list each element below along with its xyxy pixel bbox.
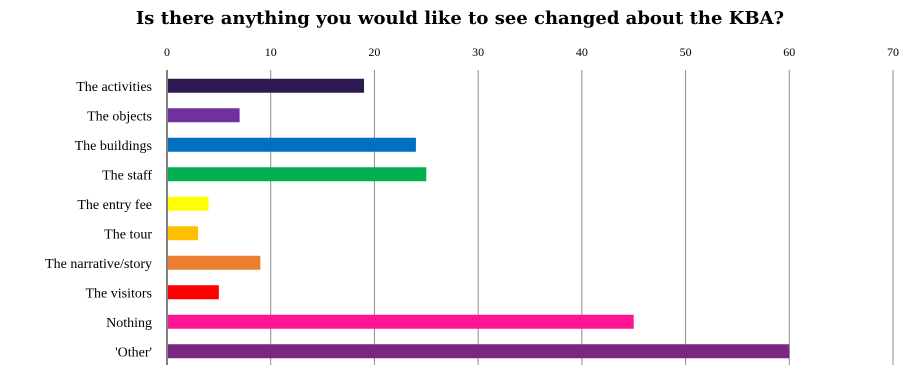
bar: [168, 108, 240, 123]
x-tick-label: 30: [472, 45, 484, 59]
x-tick-label: 60: [783, 45, 795, 59]
bar: [168, 167, 427, 182]
category-labels: The activities The objects The buildings Th…: [45, 80, 152, 361]
category-label: The staff: [102, 168, 152, 183]
x-tick-label: 50: [680, 45, 692, 59]
category-label: The tour: [104, 227, 152, 242]
bar: [168, 78, 365, 93]
category-label: The entry fee: [77, 198, 152, 213]
category-label: Nothing: [106, 316, 152, 331]
gridlines: [270, 70, 894, 365]
bar: [168, 285, 219, 300]
category-label: The buildings: [75, 139, 152, 154]
x-tick-label: 10: [265, 45, 277, 59]
bar: [168, 226, 199, 241]
x-tick-label: 40: [576, 45, 588, 59]
x-tick-label: 20: [368, 45, 380, 59]
category-label: The objects: [87, 109, 152, 124]
x-axis-ticks: 0 10 20 30 40 50 60 70: [164, 45, 899, 59]
bars: [168, 78, 790, 359]
category-label: 'Other': [115, 345, 152, 360]
bar: [168, 137, 416, 152]
bar: [168, 196, 209, 211]
bar: [168, 344, 790, 359]
category-label: The activities: [76, 80, 152, 95]
bar: [168, 255, 261, 270]
bar: [168, 314, 634, 329]
category-label: The visitors: [86, 286, 153, 301]
x-tick-label: 0: [164, 45, 170, 59]
chart-title: Is there anything you would like to see …: [136, 8, 784, 29]
x-tick-label: 70: [887, 45, 899, 59]
category-label: The narrative/story: [45, 257, 152, 272]
